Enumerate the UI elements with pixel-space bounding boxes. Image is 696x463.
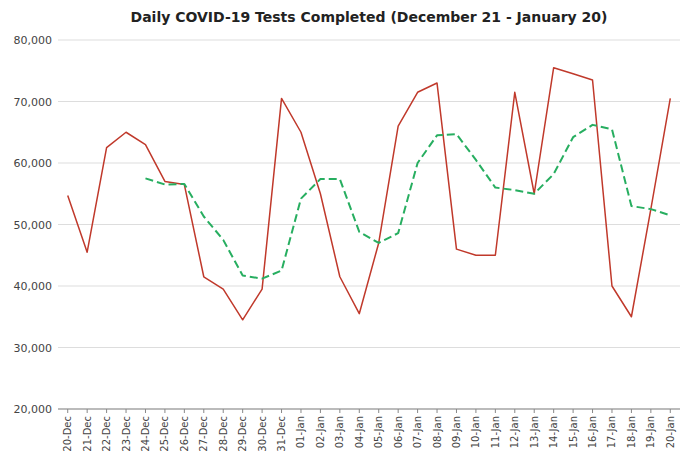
y-tick-label: 80,000: [14, 34, 53, 47]
x-tick-label: 15-Jan: [568, 416, 579, 448]
x-tick-label: 16-Jan: [587, 416, 598, 448]
x-tick-label: 11-Jan: [490, 416, 501, 448]
x-tick-label: 12-Jan: [509, 416, 520, 448]
x-tick: [164, 409, 165, 413]
x-tick: [126, 409, 127, 413]
grid-line: [58, 409, 680, 410]
x-tick-label: 22-Dec: [101, 416, 112, 452]
y-tick-label: 30,000: [14, 342, 53, 355]
x-tick: [437, 409, 438, 413]
x-tick-label: 10-Jan: [470, 416, 481, 448]
x-tick: [611, 409, 612, 413]
x-tick: [145, 409, 146, 413]
x-tick: [281, 409, 282, 413]
grid-line: [58, 286, 680, 287]
chart: Daily COVID-19 Tests Completed (December…: [0, 0, 696, 463]
x-tick-label: 18-Jan: [626, 416, 637, 448]
x-tick-label: 28-Dec: [218, 416, 229, 452]
x-tick: [650, 409, 651, 413]
x-tick: [87, 409, 88, 413]
y-tick-label: 70,000: [14, 96, 53, 109]
x-tick: [398, 409, 399, 413]
x-tick: [262, 409, 263, 413]
x-tick-label: 27-Dec: [198, 416, 209, 452]
x-tick-label: 24-Dec: [140, 416, 151, 452]
x-tick: [203, 409, 204, 413]
grid-line: [58, 101, 680, 102]
x-tick-label: 03-Jan: [334, 416, 345, 448]
grid-line: [58, 224, 680, 225]
x-tick-label: 02-Jan: [315, 416, 326, 448]
y-tick-label: 20,000: [14, 403, 53, 416]
y-tick-label: 40,000: [14, 280, 53, 293]
x-tick-label: 20-Dec: [62, 416, 73, 452]
x-tick: [223, 409, 224, 413]
line-series: [145, 125, 670, 279]
x-tick-label: 05-Jan: [373, 416, 384, 448]
x-tick-label: 08-Jan: [432, 416, 443, 448]
x-tick: [514, 409, 515, 413]
x-tick-label: 19-Jan: [645, 416, 656, 448]
x-tick: [300, 409, 301, 413]
x-axis: 20-Dec 21-Dec 22-Dec 23-Dec 24-Dec 25-Dec 26-D…: [58, 409, 680, 452]
x-tick-label: 01-Jan: [295, 416, 306, 448]
title: Daily COVID-19 Tests Completed (December…: [131, 9, 608, 25]
x-tick-label: 09-Jan: [451, 416, 462, 448]
x-tick-label: 17-Jan: [606, 416, 617, 448]
x-tick-label: 23-Dec: [121, 416, 132, 452]
plot-area: [68, 68, 671, 320]
x-tick-label: 29-Dec: [237, 416, 248, 452]
x-tick: [417, 409, 418, 413]
x-axis-line: [58, 409, 680, 410]
x-tick: [592, 409, 593, 413]
x-tick: [184, 409, 185, 413]
x-tick-label: 20-Jan: [665, 416, 676, 448]
y-axis: 20,000 30,000 40,000 50,000 60,000 70,000 80,0…: [14, 34, 681, 416]
y-tick-label: 50,000: [14, 219, 53, 232]
x-tick: [631, 409, 632, 413]
x-tick-label: 31-Dec: [276, 416, 287, 452]
x-tick-label: 13-Jan: [529, 416, 540, 448]
grid-line: [58, 163, 680, 164]
line-series: [68, 68, 671, 320]
x-tick: [106, 409, 107, 413]
x-tick: [242, 409, 243, 413]
x-tick: [553, 409, 554, 413]
y-tick-label: 60,000: [14, 157, 53, 170]
x-tick: [495, 409, 496, 413]
grid-line: [58, 347, 680, 348]
x-tick-label: 25-Dec: [159, 416, 170, 452]
x-tick: [670, 409, 671, 413]
x-tick: [573, 409, 574, 413]
x-tick-label: 21-Dec: [82, 416, 93, 452]
x-tick: [67, 409, 68, 413]
x-tick: [475, 409, 476, 413]
x-tick-label: 30-Dec: [257, 416, 268, 452]
x-tick: [359, 409, 360, 413]
x-tick: [320, 409, 321, 413]
x-tick-label: 07-Jan: [412, 416, 423, 448]
x-tick: [339, 409, 340, 413]
x-tick: [378, 409, 379, 413]
x-tick-label: 04-Jan: [354, 416, 365, 448]
x-tick: [456, 409, 457, 413]
x-tick-label: 26-Dec: [179, 416, 190, 452]
x-tick-label: 06-Jan: [393, 416, 404, 448]
x-tick-label: 14-Jan: [548, 416, 559, 448]
x-tick: [534, 409, 535, 413]
grid-line: [58, 40, 680, 41]
